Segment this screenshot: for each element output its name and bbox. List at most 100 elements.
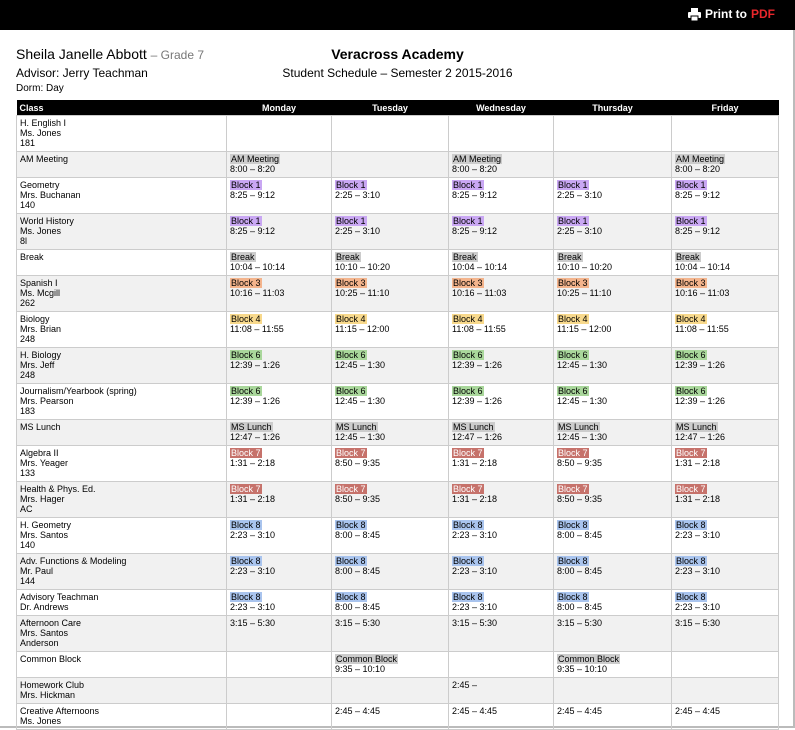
class-cell: Spanish I Ms. Mcgill 262 [16,275,227,312]
block-tag: Block 6 [557,386,589,396]
time-range: 10:04 – 10:14 [452,262,508,272]
day-cell [553,151,672,178]
block-tag: Block 1 [335,180,367,190]
day-cell: Break 10:10 – 10:20 [553,249,672,276]
time-range: 1:31 – 2:18 [675,458,721,468]
time-range: 8:25 – 9:12 [452,226,498,236]
day-cell: Block 7 8:50 – 9:35 [553,445,672,482]
class-line: H. Geometry [20,520,72,530]
block-tag: Block 8 [675,556,707,566]
block-tag: Block 1 [335,216,367,226]
class-line: Biology [20,314,50,324]
day-cell: Block 1 8:25 – 9:12 [226,177,332,214]
class-line: 181 [20,138,36,148]
block-line: Block 8 [230,556,328,566]
block-line: Break [557,252,668,262]
time-range: 2:23 – 3:10 [675,530,721,540]
block-tag: Block 1 [557,216,589,226]
time-range: 1:31 – 2:18 [452,494,498,504]
day-cell: AM Meeting 8:00 – 8:20 [448,151,554,178]
time-range: 3:15 – 5:30 [230,618,276,628]
class-line: Ms. Jones [20,226,62,236]
block-tag: Block 8 [335,592,367,602]
time-range: 12:45 – 1:30 [335,432,386,442]
block-tag: Block 7 [452,484,484,494]
time-range: 8:25 – 9:12 [675,226,721,236]
class-line: 140 [20,200,36,210]
time-range: 8:50 – 9:35 [557,494,603,504]
time-range: 12:39 – 1:26 [230,396,281,406]
block-line: Block 4 [230,314,328,324]
day-cell: Block 1 8:25 – 9:12 [226,213,332,250]
time-range: 8:00 – 8:45 [557,602,603,612]
time-range: 10:10 – 10:20 [557,262,613,272]
day-cell: Block 4 11:15 – 12:00 [553,311,672,348]
time-range: 12:39 – 1:26 [452,360,503,370]
day-cell: Block 6 12:39 – 1:26 [671,347,779,384]
time-range: 8:00 – 8:45 [335,602,381,612]
class-line: Advisory Teachman [20,592,99,602]
class-line: AC [20,504,33,514]
block-tag: Block 7 [230,448,262,458]
block-tag: Block 6 [675,350,707,360]
time-range: 12:39 – 1:26 [452,396,503,406]
day-cell: 2:45 – 4:45 [448,703,554,730]
time-range: 12:45 – 1:30 [335,396,386,406]
day-cell: MS Lunch 12:45 – 1:30 [331,419,449,446]
block-line: Block 1 [452,180,550,190]
block-tag: AM Meeting [230,154,281,164]
block-line: Block 1 [557,180,668,190]
block-tag: Block 8 [557,592,589,602]
pdf-label: PDF [751,7,775,21]
day-cell: Block 6 12:39 – 1:26 [448,347,554,384]
class-cell: H. English I Ms. Jones 181 [16,115,227,152]
class-line: Journalism/Yearbook (spring) [20,386,137,396]
class-line: AM Meeting [20,154,69,164]
block-tag: Block 7 [335,448,367,458]
block-tag: Block 7 [335,484,367,494]
block-line: Block 6 [452,350,550,360]
time-range: 1:31 – 2:18 [230,458,276,468]
time-range: 12:45 – 1:30 [557,360,608,370]
day-cell [226,677,332,704]
time-range: 2:45 – 4:45 [675,706,721,716]
block-tag: Block 3 [557,278,589,288]
block-line: Block 7 [557,448,668,458]
block-tag: Block 3 [335,278,367,288]
block-tag: Break [230,252,256,262]
class-line: Creative Afternoons [20,706,100,716]
time-range: 12:47 – 1:26 [230,432,281,442]
time-range: 2:23 – 3:10 [452,602,498,612]
day-cell: Block 1 2:25 – 3:10 [331,177,449,214]
day-cell: AM Meeting 8:00 – 8:20 [226,151,332,178]
student-line: Sheila Janelle Abbott – Grade 7 [16,46,204,62]
class-line: Mrs. Pearson [20,396,74,406]
schedule-row: Afternoon Care Mrs. Santos Anderson 3:15 – … [16,615,779,652]
column-header: Tuesday [331,100,449,116]
class-line: Afternoon Care [20,618,82,628]
day-cell: Break 10:04 – 10:14 [226,249,332,276]
time-range: 2:45 – 4:45 [335,706,381,716]
schedule-page: Sheila Janelle Abbott – Grade 7 Advisor:… [0,30,795,730]
block-line: Block 1 [335,180,445,190]
time-range: 8:00 – 8:20 [675,164,721,174]
day-cell: Block 7 1:31 – 2:18 [671,445,779,482]
time-range: 8:25 – 9:12 [452,190,498,200]
block-tag: Block 8 [452,520,484,530]
print-to-pdf-button[interactable]: Print to PDF [688,7,775,21]
block-line: Block 7 [335,484,445,494]
block-line: Block 6 [452,386,550,396]
day-cell: MS Lunch 12:47 – 1:26 [671,419,779,446]
day-cell: Block 7 1:31 – 2:18 [226,481,332,518]
block-line: Block 3 [335,278,445,288]
schedule-row: Creative Afternoons Ms. Jones 2:45 – 4:45 2… [16,703,779,730]
block-line: AM Meeting [452,154,550,164]
block-line: Block 7 [675,484,775,494]
class-line: 262 [20,298,36,308]
block-tag: Break [675,252,701,262]
block-line: AM Meeting [675,154,775,164]
day-cell [671,115,779,152]
block-line: Block 7 [230,484,328,494]
block-tag: MS Lunch [675,422,718,432]
schedule-row: Journalism/Yearbook (spring) Mrs. Pearson… [16,383,779,420]
